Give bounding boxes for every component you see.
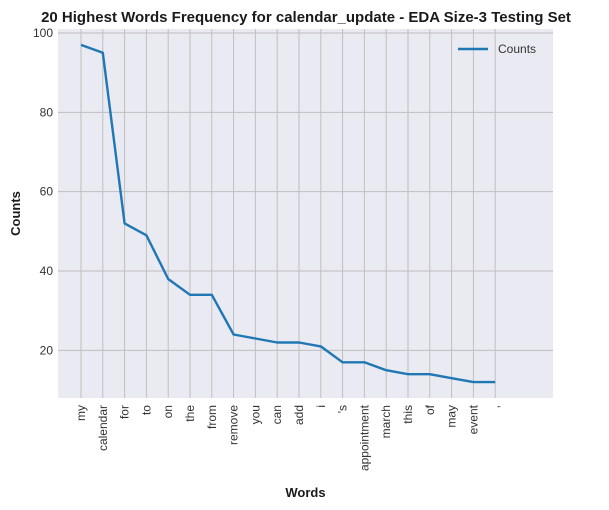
x-tick-label: can <box>270 405 284 424</box>
x-tick-label: on <box>161 405 175 418</box>
chart-title: 20 Highest Words Frequency for calendar_… <box>41 9 571 26</box>
legend: Counts <box>458 42 536 56</box>
x-tick-label: of <box>423 404 437 415</box>
x-tick-label: to <box>139 405 153 415</box>
x-tick-label: my <box>74 405 88 421</box>
x-tick-label: i <box>314 405 328 408</box>
y-tick-label: 80 <box>40 105 54 119</box>
x-tick-label: remove <box>227 405 241 445</box>
x-tick-label: you <box>248 405 262 424</box>
x-tick-label: event <box>466 404 480 434</box>
x-tick-label: from <box>205 405 219 429</box>
x-tick-label: 's <box>336 405 350 413</box>
x-tick-label: appointment <box>357 404 371 471</box>
y-axis-label: Counts <box>8 191 23 236</box>
x-tick-label: this <box>401 405 415 424</box>
x-axis-ticks: my calendar for to on the from remove you can add i… <box>74 404 502 471</box>
y-tick-label: 20 <box>40 343 54 357</box>
x-tick-label: , <box>488 405 502 408</box>
y-tick-label: 60 <box>40 185 54 199</box>
y-axis-ticks: 20 40 60 80 100 <box>33 26 53 357</box>
legend-label-counts: Counts <box>498 42 536 56</box>
plot-area <box>58 29 553 398</box>
x-tick-label: the <box>183 405 197 422</box>
x-tick-label: calendar <box>96 405 110 451</box>
x-tick-label: march <box>379 405 393 438</box>
series-line-counts <box>80 43 496 384</box>
y-tick-label: 40 <box>40 264 54 278</box>
series-group <box>80 43 496 384</box>
y-tick-label: 100 <box>33 26 53 40</box>
grid-lines <box>58 29 553 398</box>
x-tick-label: may <box>445 405 459 428</box>
x-tick-label: add <box>292 405 306 425</box>
x-axis-label: Words <box>285 485 325 500</box>
x-tick-label: for <box>118 405 132 419</box>
